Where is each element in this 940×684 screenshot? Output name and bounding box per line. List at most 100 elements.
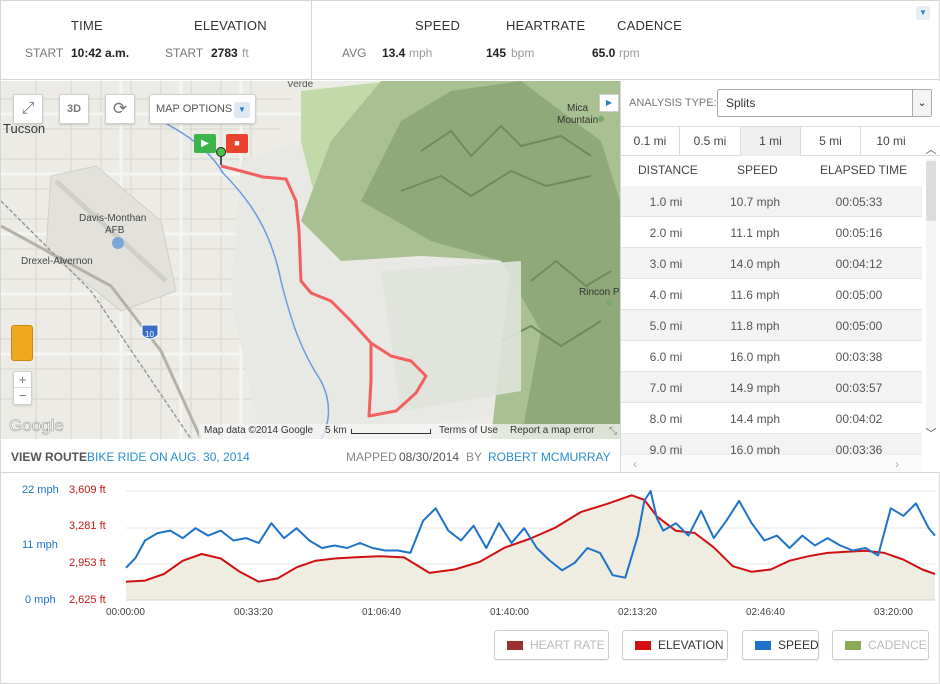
chevron-down-icon: ▼ — [919, 8, 927, 17]
map-label-mica: Mica — [567, 103, 589, 114]
map-options-dropdown[interactable]: MAP OPTIONS ▼ — [149, 94, 256, 124]
heartrate-header: HEARTRATE — [506, 18, 586, 33]
table-row[interactable]: 2.0 mi 11.1 mph 00:05:16 — [621, 217, 922, 248]
play-icon: ▶ — [201, 138, 209, 149]
table-row[interactable]: 5.0 mi 11.8 mph 00:05:00 — [621, 310, 922, 341]
column-speed: SPEED — [737, 163, 778, 177]
split-distance: 1.0 mi — [649, 195, 683, 209]
route-map[interactable]: 10 Tucson Verde Davis-Monthan AFB Dre — [1, 81, 620, 439]
elevation-unit: ft — [242, 46, 249, 60]
table-scrollbar[interactable]: ︿ ﹀ — [922, 141, 940, 441]
time-start-label: START — [25, 46, 64, 60]
table-row[interactable]: 1.0 mi 10.7 mph 00:05:33 — [621, 186, 922, 217]
elevation-area — [126, 495, 935, 600]
scrollbar-track[interactable] — [926, 159, 936, 429]
speed-tick-mid: 11 mph — [22, 539, 58, 551]
map-data-credit: Map data ©2014 Google — [204, 425, 314, 436]
x-tick-5: 02:46:40 — [746, 607, 785, 618]
collapse-stats-button[interactable]: ▼ — [916, 6, 930, 20]
speed-series-line — [125, 490, 936, 579]
heartrate-value: 145 — [486, 46, 507, 60]
route-name-link[interactable]: BIKE RIDE ON AUG. 30, 2014 — [87, 450, 250, 464]
chevron-right-icon: ▶ — [605, 98, 613, 107]
heart-rate-swatch — [507, 641, 523, 650]
map-label-mountain: Mountain — [557, 115, 598, 126]
split-elapsed-time: 00:05:00 — [835, 288, 883, 302]
fullscreen-button[interactable]: ⤢ — [13, 94, 43, 124]
zoom-out-button[interactable]: − — [18, 388, 27, 403]
map-label-davis: Davis-Monthan — [79, 213, 146, 224]
elevation-header: ELEVATION — [194, 18, 267, 33]
elevation-series-line — [125, 494, 936, 583]
tab-1-mi[interactable]: 1 mi — [741, 127, 801, 156]
legend-heart-rate-toggle[interactable]: HEART RATE — [494, 630, 609, 660]
map-scale-bar — [351, 429, 431, 434]
tab-5-mi[interactable]: 5 mi — [801, 127, 861, 156]
map-label-drexel: Drexel-Alvernon — [21, 256, 93, 267]
avg-label: AVG — [342, 46, 367, 60]
activity-graph: 22 mph 11 mph 0 mph 3,609 ft 3,281 ft 2,… — [0, 473, 940, 684]
play-route-button[interactable]: ▶ — [194, 134, 216, 153]
elevation-tick-2: 3,281 ft — [69, 520, 106, 532]
scroll-up-icon[interactable]: ︿ — [925, 144, 937, 156]
x-tick-0: 00:00:00 — [106, 607, 145, 618]
stop-route-button[interactable]: ■ — [226, 134, 248, 153]
mapped-date: 08/30/2014 — [399, 450, 460, 464]
tab-0-1-mi[interactable]: 0.1 mi — [621, 127, 680, 156]
tab-10-mi[interactable]: 10 mi — [876, 134, 906, 148]
scroll-down-icon[interactable]: ﹀ — [925, 428, 937, 440]
section-divider — [0, 472, 940, 473]
legend-cadence-label: CADENCE — [868, 638, 927, 652]
interstate-label: 10 — [145, 330, 154, 339]
split-distance: 2.0 mi — [649, 226, 683, 240]
split-tabs: 0.1 mi 0.5 mi 1 mi 5 mi 10 mi — [621, 126, 940, 156]
map-canvas: 10 Tucson Verde Davis-Monthan AFB Dre — [1, 81, 620, 439]
horizontal-scrollbar[interactable]: ‹ › — [621, 454, 922, 472]
zoom-control: + − — [13, 371, 32, 405]
graph-canvas[interactable] — [0, 473, 940, 608]
expand-panel-button[interactable]: ▶ — [599, 94, 619, 112]
legend-speed-toggle[interactable]: SPEED — [742, 630, 819, 660]
elevation-start-label: START — [165, 46, 204, 60]
terms-link[interactable]: Terms of Use — [439, 425, 498, 436]
table-row[interactable]: 6.0 mi 16.0 mph 00:03:38 — [621, 341, 922, 372]
map-label-verde: Verde — [287, 81, 314, 90]
legend-heart-rate-label: HEART RATE — [530, 638, 605, 652]
tab-0-5-mi[interactable]: 0.5 mi — [680, 127, 741, 156]
legend-cadence-toggle[interactable]: CADENCE — [832, 630, 929, 660]
analysis-type-select[interactable]: Splits ⌄ — [717, 89, 932, 117]
column-elapsed-time: ELAPSED TIME — [820, 163, 908, 177]
table-row[interactable]: 3.0 mi 14.0 mph 00:04:12 — [621, 248, 922, 279]
3d-view-button[interactable]: 3D — [59, 94, 89, 124]
split-elapsed-time: 00:04:12 — [835, 257, 883, 271]
resize-icon[interactable]: ⤡ — [609, 426, 617, 437]
split-elapsed-time: 00:05:33 — [835, 195, 883, 209]
scrollbar-thumb[interactable] — [926, 161, 936, 221]
start-pin-icon[interactable] — [216, 147, 226, 166]
author-link[interactable]: ROBERT MCMURRAY — [488, 450, 611, 464]
scroll-left-icon[interactable]: ‹ — [633, 457, 637, 471]
table-row[interactable]: 8.0 mi 14.4 mph 00:04:02 — [621, 403, 922, 434]
analysis-panel: ANALYSIS TYPE: Splits ⌄ 0.1 mi 0.5 mi 1 … — [620, 81, 940, 472]
speed-swatch — [755, 641, 771, 650]
interstate-10 — [1, 224, 203, 439]
report-map-error-link[interactable]: Report a map error — [510, 425, 595, 436]
x-tick-6: 03:20:00 — [874, 607, 913, 618]
elevation-tick-1: 3,609 ft — [69, 484, 106, 496]
street-view-pegman-icon[interactable] — [11, 325, 33, 361]
x-tick-2: 01:06:40 — [362, 607, 401, 618]
split-speed: 11.1 mph — [730, 226, 780, 240]
scroll-right-icon[interactable]: › — [895, 457, 899, 471]
elevation-tick-4: 2,625 ft — [69, 594, 106, 606]
time-header: TIME — [71, 18, 103, 33]
zoom-in-button[interactable]: + — [14, 372, 31, 388]
split-speed: 11.6 mph — [730, 288, 780, 302]
table-row[interactable]: 7.0 mi 14.9 mph 00:03:57 — [621, 372, 922, 403]
chevron-down-icon: ▼ — [234, 102, 250, 118]
split-elapsed-time: 00:03:38 — [835, 350, 883, 364]
table-row[interactable]: 4.0 mi 11.6 mph 00:05:00 — [621, 279, 922, 310]
elevation-tick-3: 2,953 ft — [69, 557, 106, 569]
rotate-button[interactable]: ⟳ — [105, 94, 135, 124]
map-label-rincon: Rincon P — [579, 287, 620, 298]
legend-elevation-toggle[interactable]: ELEVATION — [622, 630, 728, 660]
